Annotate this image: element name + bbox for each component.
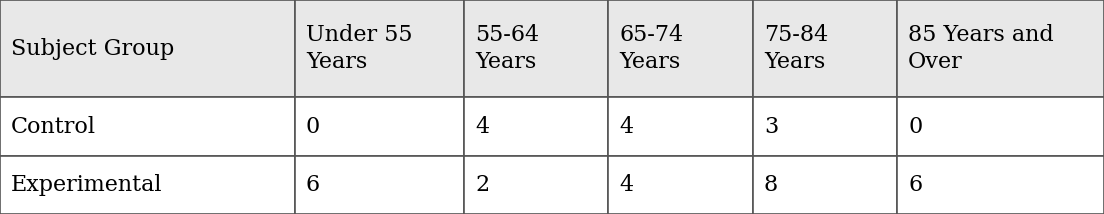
- Bar: [0, 0, 295, 97]
- Text: 3: 3: [764, 116, 778, 138]
- Bar: [753, 156, 896, 214]
- Bar: [753, 97, 896, 156]
- Text: 65-74
Years: 65-74 Years: [619, 24, 683, 73]
- Text: 0: 0: [306, 116, 320, 138]
- Text: 2: 2: [475, 174, 489, 196]
- Text: Under 55
Years: Under 55 Years: [306, 24, 413, 73]
- Text: 6: 6: [907, 174, 922, 196]
- Bar: [464, 97, 608, 156]
- Bar: [896, 97, 1104, 156]
- Bar: [295, 0, 464, 97]
- Text: 0: 0: [907, 116, 922, 138]
- Bar: [608, 0, 753, 97]
- Bar: [464, 156, 608, 214]
- Text: Experimental: Experimental: [11, 174, 162, 196]
- Bar: [295, 97, 464, 156]
- Bar: [464, 0, 608, 97]
- Bar: [295, 156, 464, 214]
- Bar: [896, 156, 1104, 214]
- Text: 85 Years and
Over: 85 Years and Over: [907, 24, 1054, 73]
- Bar: [0, 156, 295, 214]
- Bar: [0, 97, 295, 156]
- Bar: [608, 97, 753, 156]
- Bar: [896, 0, 1104, 97]
- Text: 4: 4: [475, 116, 489, 138]
- Text: Control: Control: [11, 116, 96, 138]
- Text: Subject Group: Subject Group: [11, 38, 174, 60]
- Text: 6: 6: [306, 174, 320, 196]
- Bar: [608, 156, 753, 214]
- Text: 8: 8: [764, 174, 778, 196]
- Text: 55-64
Years: 55-64 Years: [475, 24, 540, 73]
- Text: 75-84
Years: 75-84 Years: [764, 24, 828, 73]
- Text: 4: 4: [619, 116, 634, 138]
- Text: 4: 4: [619, 174, 634, 196]
- Bar: [753, 0, 896, 97]
